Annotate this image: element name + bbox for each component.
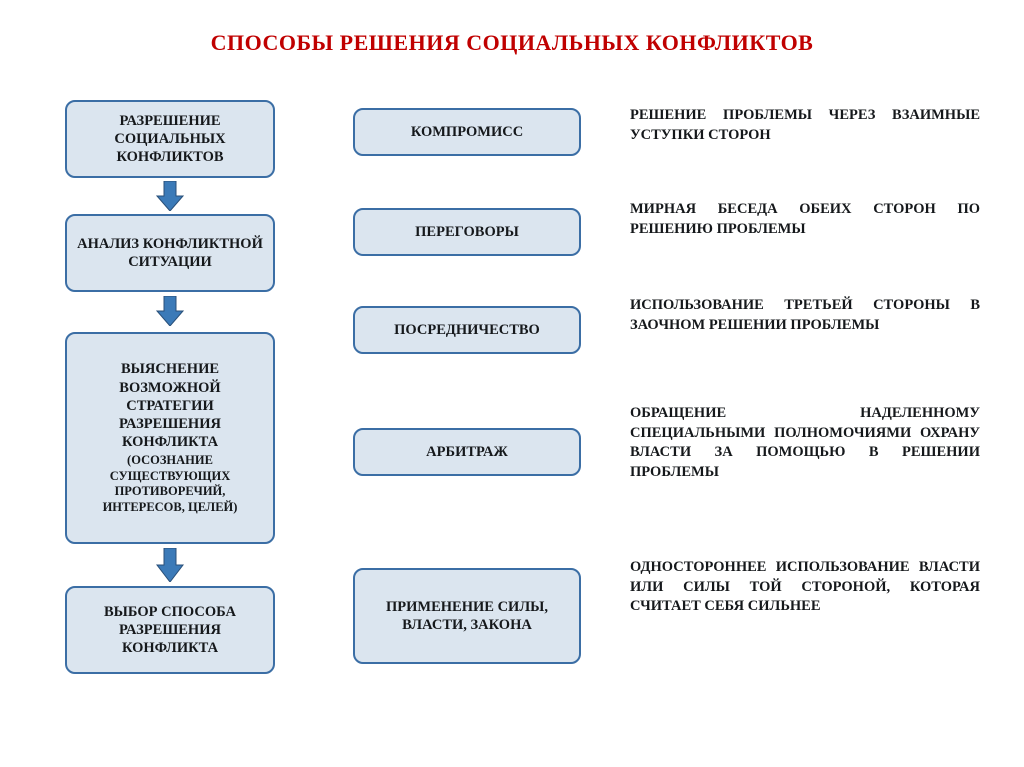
method-box-arbitration: АРБИТРАЖ xyxy=(353,428,581,476)
desc-arbitration: ОБРАЩЕНИЕ НАДЕЛЕННОМУ СПЕЦИАЛЬНЫМИ ПОЛНО… xyxy=(630,404,980,482)
desc-force: ОДНОСТОРОННЕЕ ИСПОЛЬЗОВАНИЕ ВЛАСТИ ИЛИ С… xyxy=(630,558,980,617)
arrow-down-icon-2 xyxy=(155,296,185,326)
arrow-down-icon-1 xyxy=(155,181,185,211)
flow-box-4: ВЫБОР СПОСОБА РАЗРЕШЕНИЯ КОНФЛИКТА xyxy=(65,586,275,674)
method-label-4: АРБИТРАЖ xyxy=(426,443,508,461)
method-box-mediation: ПОСРЕДНИЧЕСТВО xyxy=(353,306,581,354)
flow-box-1: РАЗРЕШЕНИЕ СОЦИАЛЬНЫХ КОНФЛИКТОВ xyxy=(65,100,275,178)
method-label-3: ПОСРЕДНИЧЕСТВО xyxy=(394,321,540,339)
flow-box-2-label: АНАЛИЗ КОНФЛИКТНОЙ СИТУАЦИИ xyxy=(75,235,265,271)
flow-box-3: ВЫЯСНЕНИЕ ВОЗМОЖНОЙ СТРАТЕГИИ РАЗРЕШЕНИЯ… xyxy=(65,332,275,544)
flow-box-1-label: РАЗРЕШЕНИЕ СОЦИАЛЬНЫХ КОНФЛИКТОВ xyxy=(75,112,265,166)
flow-box-4-label: ВЫБОР СПОСОБА РАЗРЕШЕНИЯ КОНФЛИКТА xyxy=(75,603,265,657)
flow-box-3-main: ВЫЯСНЕНИЕ ВОЗМОЖНОЙ СТРАТЕГИИ РАЗРЕШЕНИЯ… xyxy=(119,361,221,450)
method-label-2: ПЕРЕГОВОРЫ xyxy=(415,223,519,241)
method-label-1: КОМПРОМИСС xyxy=(411,123,523,141)
desc-compromise: РЕШЕНИЕ ПРОБЛЕМЫ ЧЕРЕЗ ВЗАИМНЫЕ УСТУПКИ … xyxy=(630,106,980,145)
method-box-compromise: КОМПРОМИСС xyxy=(353,108,581,156)
flow-box-3-label: ВЫЯСНЕНИЕ ВОЗМОЖНОЙ СТРАТЕГИИ РАЗРЕШЕНИЯ… xyxy=(75,360,265,515)
desc-mediation: ИСПОЛЬЗОВАНИЕ ТРЕТЬЕЙ СТОРОНЫ В ЗАОЧНОМ … xyxy=(630,296,980,335)
page-title: СПОСОБЫ РЕШЕНИЯ СОЦИАЛЬНЫХ КОНФЛИКТОВ xyxy=(0,30,1024,56)
desc-negotiations: МИРНАЯ БЕСЕДА ОБЕИХ СТОРОН ПО РЕШЕНИЮ ПР… xyxy=(630,200,980,239)
flow-box-3-sub: (ОСОЗНАНИЕ СУЩЕСТВУЮЩИХ ПРОТИВОРЕЧИЙ, ИН… xyxy=(75,453,265,516)
method-label-5: ПРИМЕНЕНИЕ СИЛЫ, ВЛАСТИ, ЗАКОНА xyxy=(363,598,571,634)
method-box-force: ПРИМЕНЕНИЕ СИЛЫ, ВЛАСТИ, ЗАКОНА xyxy=(353,568,581,664)
flow-box-2: АНАЛИЗ КОНФЛИКТНОЙ СИТУАЦИИ xyxy=(65,214,275,292)
method-box-negotiations: ПЕРЕГОВОРЫ xyxy=(353,208,581,256)
arrow-down-icon-3 xyxy=(155,548,185,582)
